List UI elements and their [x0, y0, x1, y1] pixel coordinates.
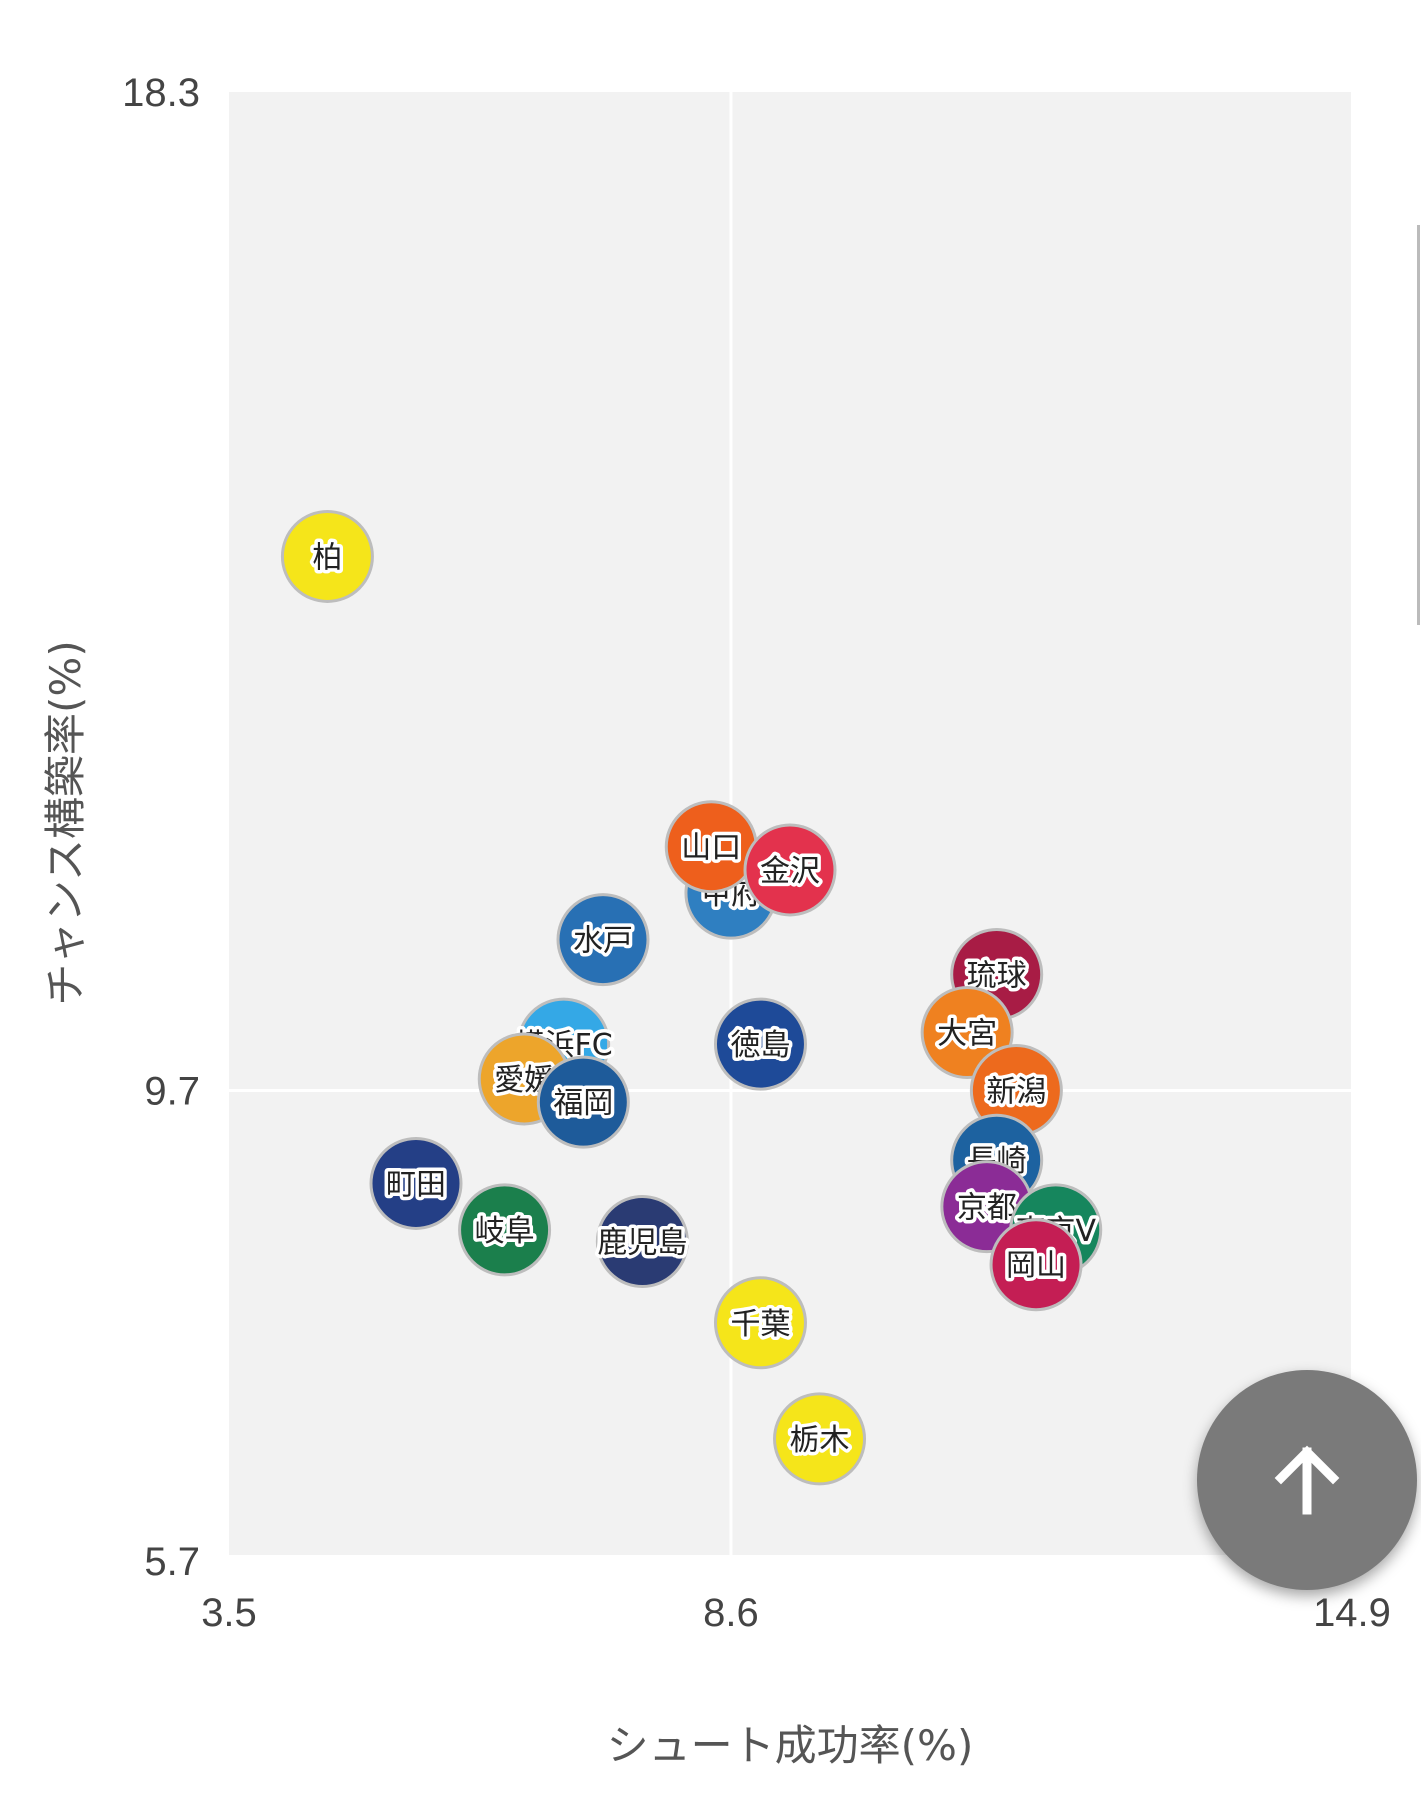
- data-point-label: 岐阜: [475, 1214, 535, 1249]
- data-point-marker: [743, 823, 837, 917]
- data-point-label: 金沢: [760, 854, 820, 889]
- data-point-label: 徳島: [730, 1028, 790, 1063]
- data-point-label: 柏: [312, 540, 342, 575]
- data-point[interactable]: 新潟: [969, 1044, 1063, 1138]
- x-axis-title: シュート成功率(%): [607, 1721, 974, 1770]
- data-point[interactable]: 岡山: [989, 1218, 1083, 1312]
- data-point-marker: [458, 1183, 552, 1277]
- data-point-label: 大宮: [937, 1017, 997, 1052]
- data-point[interactable]: 水戸: [556, 893, 650, 987]
- data-point-marker: [536, 1055, 630, 1149]
- data-point[interactable]: 京都: [940, 1160, 1034, 1254]
- data-point-label: 水戸: [573, 924, 633, 959]
- data-point-label: 栃木: [790, 1423, 850, 1458]
- y-tick-label-min: 5.7: [144, 1540, 200, 1584]
- y-tick-label-max: 18.3: [122, 71, 200, 115]
- data-points: 柏甲府山口金沢水戸琉球横浜FC愛媛福岡徳島大宮新潟長崎京都東京V岡山町田岐阜鹿児…: [280, 509, 1103, 1486]
- data-point[interactable]: 鹿児島: [594, 1195, 691, 1288]
- data-point-label: 町田: [386, 1167, 446, 1202]
- data-point-marker: [595, 1195, 689, 1288]
- data-point-marker: [773, 1392, 867, 1486]
- data-point[interactable]: 岐阜: [458, 1183, 552, 1277]
- data-point[interactable]: 山口: [664, 800, 758, 894]
- data-point[interactable]: 町田: [369, 1136, 463, 1230]
- data-point-label: 山口: [681, 831, 741, 866]
- scroll-indicator: [1417, 225, 1420, 625]
- y-tick-label-mid: 9.7: [144, 1070, 200, 1114]
- data-point-label: 岡山: [1006, 1249, 1066, 1284]
- data-point[interactable]: 福岡: [536, 1055, 630, 1149]
- x-tick-label-mid: 8.6: [703, 1591, 759, 1635]
- data-point[interactable]: 千葉: [713, 1276, 807, 1370]
- data-point-label: 鹿児島: [597, 1226, 687, 1261]
- data-point-label: 福岡: [553, 1086, 613, 1121]
- data-point[interactable]: 金沢: [743, 823, 837, 917]
- data-point-marker: [713, 1276, 807, 1370]
- x-tick-label-max: 14.9: [1313, 1591, 1391, 1635]
- data-point[interactable]: 徳島: [713, 997, 807, 1091]
- data-point-marker: [989, 1218, 1083, 1312]
- arrow-up-icon: [1274, 1445, 1340, 1515]
- data-point-marker: [556, 893, 650, 987]
- x-tick-label-min: 3.5: [201, 1591, 257, 1635]
- data-point-marker: [713, 997, 807, 1091]
- data-point-marker: [280, 509, 374, 603]
- data-point[interactable]: 柏: [280, 509, 374, 603]
- data-point-label: 千葉: [730, 1307, 790, 1342]
- data-point-marker: [369, 1136, 463, 1230]
- y-axis-title: チャンス構築率(%): [41, 640, 90, 1005]
- data-point-label: 京都: [957, 1191, 1017, 1226]
- data-point-label: 新潟: [986, 1075, 1046, 1110]
- scroll-to-top-button[interactable]: [1197, 1370, 1417, 1590]
- data-point[interactable]: 栃木: [773, 1392, 867, 1486]
